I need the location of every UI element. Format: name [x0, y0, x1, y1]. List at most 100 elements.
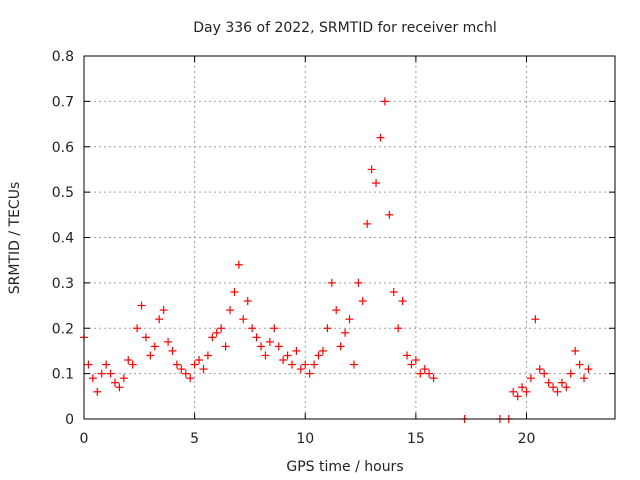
data-point [562, 383, 571, 392]
data-point [349, 360, 358, 369]
data-point [181, 369, 190, 378]
y-tick-label: 0 [65, 412, 74, 428]
data-point [394, 324, 403, 333]
data-point [102, 360, 111, 369]
data-point [420, 365, 429, 374]
data-point [354, 278, 363, 287]
data-point [243, 297, 252, 306]
data-point [367, 165, 376, 174]
chart-title: Day 336 of 2022, SRMTID for receiver mch… [193, 20, 497, 36]
data-point [429, 374, 438, 383]
data-point [553, 387, 562, 396]
data-point [580, 374, 589, 383]
data-point [425, 369, 434, 378]
data-point [119, 374, 128, 383]
data-point [226, 306, 235, 315]
data-point [376, 133, 385, 142]
data-point [168, 346, 177, 355]
y-tick-label: 0.5 [52, 185, 74, 201]
data-point [518, 383, 527, 392]
data-point [403, 351, 412, 360]
data-point [257, 342, 265, 351]
data-point [84, 360, 93, 369]
data-point [292, 346, 301, 355]
data-point [164, 337, 173, 346]
data-point [270, 324, 279, 333]
data-point [571, 346, 580, 355]
data-point [332, 306, 341, 315]
data-point [389, 287, 398, 296]
y-tick-label: 0.8 [52, 49, 74, 65]
data-point [203, 351, 212, 360]
data-point [115, 383, 124, 392]
data-point [358, 297, 367, 306]
y-tick-label: 0.1 [52, 367, 74, 383]
data-point [93, 387, 102, 396]
data-point [407, 360, 416, 369]
data-point [557, 378, 566, 387]
data-point [411, 356, 420, 365]
data-point [566, 369, 575, 378]
data-point [261, 351, 270, 360]
data-point [540, 369, 549, 378]
data-point [110, 378, 119, 387]
data-point [265, 337, 274, 346]
x-tick-label: 20 [518, 431, 536, 447]
data-point [230, 287, 239, 296]
x-tick-label: 0 [80, 431, 89, 447]
y-tick-label: 0.3 [52, 276, 74, 292]
data-point [522, 387, 531, 396]
data-point [584, 365, 593, 374]
data-point [279, 356, 288, 365]
data-point [341, 328, 350, 337]
data-point [155, 315, 164, 324]
data-point [124, 356, 133, 365]
data-point [513, 392, 522, 401]
data-point [575, 360, 584, 369]
y-tick-label: 0.2 [52, 321, 74, 337]
data-point [398, 297, 407, 306]
data-point [314, 351, 323, 360]
grid [83, 55, 615, 420]
data-point [274, 342, 283, 351]
data-point [186, 374, 195, 383]
data-point [106, 369, 115, 378]
data-point [212, 328, 221, 337]
data-point [190, 360, 199, 369]
data-point [327, 278, 336, 287]
data-point [535, 365, 544, 374]
axis-ticks: 0 0.1 0.2 0.3 0.4 0.5 0.6 0.7 0.8 0 5 10 15 20 [52, 49, 615, 447]
data-point [323, 324, 332, 333]
data-point [544, 378, 553, 387]
data-point [177, 365, 186, 374]
data-point [248, 324, 257, 333]
data-point [239, 315, 248, 324]
data-point [283, 351, 292, 360]
data-point [305, 369, 314, 378]
data-point [310, 360, 319, 369]
data-point [336, 342, 345, 351]
data-point [526, 374, 535, 383]
data-point [199, 365, 208, 374]
data-point [137, 301, 146, 310]
data-point [146, 351, 155, 360]
data-point [363, 219, 372, 228]
data-point [234, 260, 243, 269]
y-tick-label: 0.6 [52, 140, 74, 156]
data-point [159, 306, 168, 315]
data-point [208, 333, 217, 342]
y-tick-label: 0.4 [52, 231, 74, 247]
data-point [509, 387, 518, 396]
data-point [252, 333, 261, 342]
data-point [385, 210, 394, 219]
data-point [128, 360, 137, 369]
data-points [80, 97, 593, 423]
data-point [221, 342, 230, 351]
y-axis-label: SRMTID / TECUs [7, 182, 23, 295]
data-point [195, 356, 204, 365]
data-point [318, 346, 327, 355]
x-tick-label: 10 [296, 431, 314, 447]
data-point [416, 369, 425, 378]
data-point [345, 315, 354, 324]
